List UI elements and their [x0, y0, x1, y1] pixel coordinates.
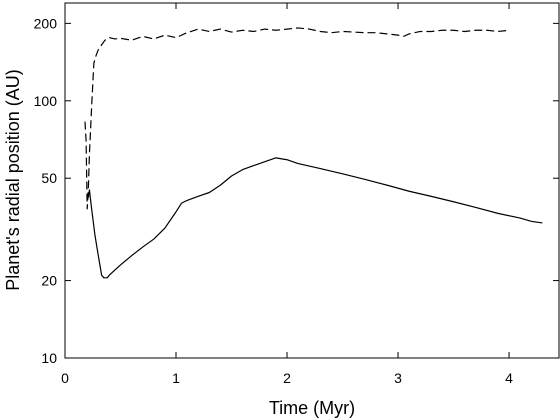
- series-layer: [84, 27, 543, 279]
- y-axis-label: Planet's radial position (AU): [3, 69, 23, 291]
- y-tick-label: 200: [34, 15, 58, 31]
- x-tick-label: 1: [172, 370, 180, 386]
- y-tick-label: 10: [41, 350, 57, 366]
- y-axis-ticks: 10 20 50 100 200: [34, 15, 559, 366]
- y-tick-label: 100: [34, 93, 58, 109]
- x-tick-label: 3: [394, 370, 402, 386]
- x-axis-ticks: 0 1 2 3 4: [61, 3, 513, 386]
- x-tick-label: 2: [283, 370, 291, 386]
- x-tick-label: 4: [505, 370, 513, 386]
- y-tick-label: 50: [41, 170, 57, 186]
- x-axis-label: Time (Myr): [269, 398, 355, 418]
- solid-series-line: [87, 157, 543, 279]
- x-tick-label: 0: [61, 370, 69, 386]
- y-tick-label: 20: [41, 273, 57, 289]
- plot-frame: [64, 2, 560, 359]
- dashed-series-line: [84, 27, 510, 210]
